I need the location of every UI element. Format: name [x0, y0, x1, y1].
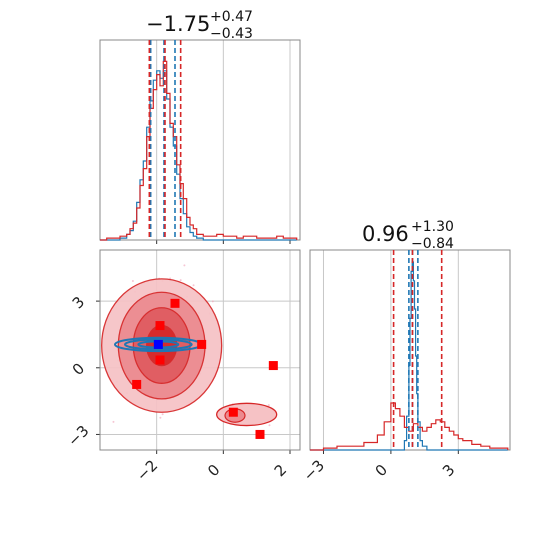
scatter-ytick-label: 0	[69, 360, 88, 379]
title-value: −1.75	[146, 12, 210, 36]
blue-histogram	[310, 261, 508, 451]
scatter-ytick-label: 3	[69, 293, 88, 312]
red-square-marker	[155, 321, 165, 331]
scatter-sample-point	[267, 404, 270, 407]
scatter-sample-point	[161, 413, 164, 416]
right-hist-xtick-label: −3	[300, 456, 328, 484]
scatter-sample-point	[131, 280, 134, 283]
red-square-marker	[197, 339, 207, 349]
scatter-sample-point	[268, 424, 271, 427]
red-square-marker	[228, 407, 238, 417]
red-square-marker	[268, 361, 278, 371]
scatter-sample-point	[192, 284, 195, 287]
scatter-sample-point	[211, 300, 214, 303]
title-plus: +0.47	[210, 9, 253, 25]
blue-square-marker	[153, 339, 163, 349]
scatter-sample-point	[183, 264, 186, 267]
scatter-sample-point	[112, 420, 115, 423]
right-hist-xtick-label: 0	[372, 461, 391, 480]
scatter-xtick-label: −2	[133, 456, 161, 484]
scatter-xtick-label: 0	[204, 461, 223, 480]
top-hist-frame	[99, 39, 301, 241]
blue-histogram	[100, 70, 297, 241]
title-minus: −0.84	[411, 236, 454, 252]
scatter-sample-point	[179, 279, 182, 282]
title-minus: −0.43	[210, 26, 253, 42]
scatter-frame	[99, 249, 301, 451]
red-square-marker	[255, 429, 265, 439]
red-histogram	[310, 402, 509, 451]
scatter-xtick-label: 2	[271, 461, 290, 480]
right-hist-frame	[309, 249, 511, 451]
blue-contour-level	[124, 338, 193, 351]
red-square-marker	[132, 379, 142, 389]
red-square-marker	[170, 298, 180, 308]
right-hist-xtick-label: 3	[439, 461, 458, 480]
title-value: 0.96	[362, 222, 409, 246]
red-histogram	[100, 60, 298, 241]
bottom-right-title: 0.96 +1.30 −0.84	[362, 219, 454, 252]
top-left-title: −1.75 +0.47 −0.43	[146, 9, 253, 42]
red-square-marker	[155, 355, 165, 365]
scatter-sample-point	[159, 416, 162, 419]
scatter-ytick-label: −3	[64, 422, 92, 450]
title-plus: +1.30	[411, 219, 454, 235]
